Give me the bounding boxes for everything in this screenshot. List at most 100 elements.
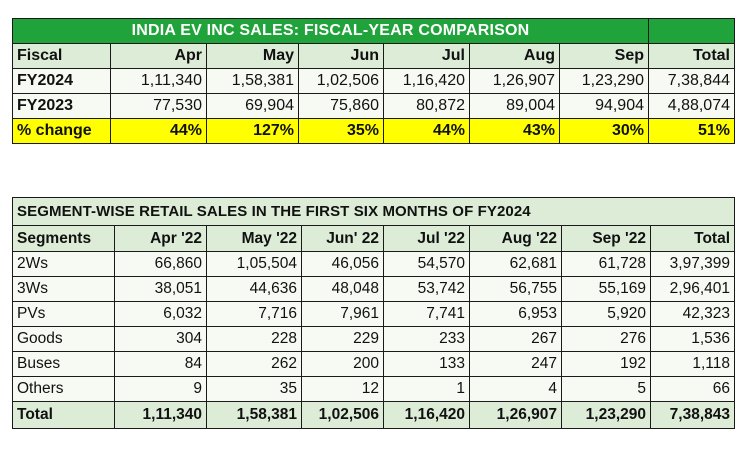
table-row: 3Ws 38,051 44,636 48,048 53,742 56,755 5… — [12, 276, 735, 302]
table-cell: 94,904 — [559, 93, 649, 119]
row-label: FY2024 — [12, 68, 111, 94]
table-cell: 75,860 — [298, 93, 384, 119]
table-cell: 38,051 — [114, 276, 207, 302]
table-cell: 4 — [469, 376, 562, 402]
table-cell: 89,004 — [469, 93, 560, 119]
table-cell: 1,16,420 — [383, 68, 470, 94]
table-cell: 228 — [206, 326, 302, 352]
table-row: Buses 84 262 200 133 247 192 1,118 — [12, 351, 735, 377]
row-label: 3Ws — [12, 276, 115, 302]
column-header: Total — [650, 225, 735, 252]
table-cell: 2,96,401 — [650, 276, 735, 302]
column-header: Jun' 22 — [301, 225, 384, 252]
table-cell: 7,716 — [206, 301, 302, 327]
table-cell: 42,323 — [650, 301, 735, 327]
total-cell: 1,58,381 — [206, 401, 302, 429]
table-cell: 1,118 — [650, 351, 735, 377]
row-label: PVs — [12, 301, 115, 327]
column-header: Apr '22 — [114, 225, 207, 252]
column-header: Fiscal — [12, 43, 111, 69]
column-header: May '22 — [206, 225, 302, 252]
column-header: Jul '22 — [383, 225, 470, 252]
total-cell: 1,11,340 — [114, 401, 207, 429]
table-cell: 262 — [206, 351, 302, 377]
table-cell: 66 — [650, 376, 735, 402]
column-header: Jun — [298, 43, 384, 69]
segment-sales-table: SEGMENT-WISE RETAIL SALES IN THE FIRST S… — [12, 197, 735, 429]
table-cell: 80,872 — [383, 93, 470, 119]
table-cell: 200 — [301, 351, 384, 377]
table-cell: 229 — [301, 326, 384, 352]
table-cell: 247 — [469, 351, 562, 377]
segment-header-row: Segments Apr '22 May '22 Jun' 22 Jul '22… — [12, 225, 735, 252]
table-cell: 44,636 — [206, 276, 302, 302]
table-row: Others 9 35 12 1 4 5 66 — [12, 376, 735, 402]
table-cell: 61,728 — [561, 251, 651, 277]
total-row: Total 1,11,340 1,58,381 1,02,506 1,16,42… — [12, 401, 735, 429]
table-cell: 304 — [114, 326, 207, 352]
table-cell: 55,169 — [561, 276, 651, 302]
table-cell: 9 — [114, 376, 207, 402]
row-label: Buses — [12, 351, 115, 377]
row-label: FY2023 — [12, 93, 111, 119]
table-row: FY2024 1,11,340 1,58,381 1,02,506 1,16,4… — [12, 68, 735, 94]
fiscal-table-title: INDIA EV INC SALES: FISCAL-YEAR COMPARIS… — [12, 18, 649, 44]
percent-cell: 30% — [559, 118, 649, 144]
table-cell: 1,58,381 — [206, 68, 299, 94]
table-cell: 6,032 — [114, 301, 207, 327]
table-cell: 53,742 — [383, 276, 470, 302]
table-cell: 12 — [301, 376, 384, 402]
table-cell: 54,570 — [383, 251, 470, 277]
column-header: Sep — [559, 43, 649, 69]
table-cell: 3,97,399 — [650, 251, 735, 277]
percent-change-row: % change 44% 127% 35% 44% 43% 30% 51% — [12, 118, 735, 144]
column-header: Jul — [383, 43, 470, 69]
row-label: 2Ws — [12, 251, 115, 277]
percent-cell: 51% — [648, 118, 735, 144]
total-cell: 1,16,420 — [383, 401, 470, 429]
table-cell: 5 — [561, 376, 651, 402]
table-cell: 46,056 — [301, 251, 384, 277]
row-label: Total — [12, 401, 115, 429]
column-header: Aug '22 — [469, 225, 562, 252]
column-header: Sep '22 — [561, 225, 651, 252]
table-cell: 69,904 — [206, 93, 299, 119]
table-cell: 6,953 — [469, 301, 562, 327]
table-cell: 192 — [561, 351, 651, 377]
table-cell: 7,741 — [383, 301, 470, 327]
table-cell: 1,05,504 — [206, 251, 302, 277]
table-cell: 62,681 — [469, 251, 562, 277]
percent-cell: 127% — [206, 118, 299, 144]
column-header: Aug — [469, 43, 560, 69]
table-cell: 7,38,844 — [648, 68, 735, 94]
table-cell: 66,860 — [114, 251, 207, 277]
percent-cell: 43% — [469, 118, 560, 144]
fiscal-title-spacer — [648, 18, 735, 44]
row-label: Goods — [12, 326, 115, 352]
table-cell: 1,536 — [650, 326, 735, 352]
column-header: Total — [648, 43, 735, 69]
percent-cell: 44% — [383, 118, 470, 144]
table-cell: 48,048 — [301, 276, 384, 302]
fiscal-header-row: Fiscal Apr May Jun Jul Aug Sep Total — [12, 43, 735, 69]
table-cell: 133 — [383, 351, 470, 377]
table-row: FY2023 77,530 69,904 75,860 80,872 89,00… — [12, 93, 735, 119]
table-cell: 56,755 — [469, 276, 562, 302]
column-header: Segments — [12, 225, 115, 252]
total-cell: 1,26,907 — [469, 401, 562, 429]
table-cell: 1,11,340 — [110, 68, 207, 94]
percent-cell: 35% — [298, 118, 384, 144]
total-cell: 1,02,506 — [301, 401, 384, 429]
table-cell: 1,26,907 — [469, 68, 560, 94]
total-cell: 1,23,290 — [561, 401, 651, 429]
table-cell: 4,88,074 — [648, 93, 735, 119]
table-row: Goods 304 228 229 233 267 276 1,536 — [12, 326, 735, 352]
table-cell: 84 — [114, 351, 207, 377]
fiscal-comparison-table: INDIA EV INC SALES: FISCAL-YEAR COMPARIS… — [12, 18, 735, 144]
table-cell: 1,02,506 — [298, 68, 384, 94]
table-cell: 5,920 — [561, 301, 651, 327]
segment-table-title: SEGMENT-WISE RETAIL SALES IN THE FIRST S… — [12, 197, 735, 226]
table-row: 2Ws 66,860 1,05,504 46,056 54,570 62,681… — [12, 251, 735, 277]
row-label: % change — [12, 118, 111, 144]
table-cell: 1,23,290 — [559, 68, 649, 94]
